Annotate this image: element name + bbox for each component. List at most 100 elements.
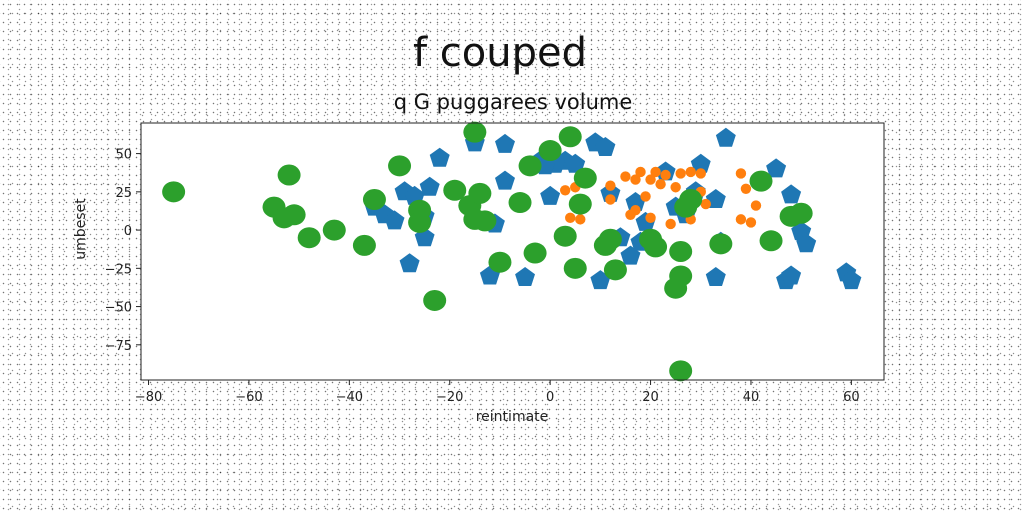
data-point-small-circle [735, 168, 747, 179]
data-point-small-circle [650, 166, 661, 178]
data-point-small-circle [620, 171, 631, 182]
data-point-small-circle [750, 200, 762, 211]
data-point-small-circle [675, 168, 686, 179]
data-point-pentagon [495, 133, 515, 153]
y-tick-label: −25 [105, 262, 132, 277]
data-point-large-circle [789, 202, 813, 224]
data-point-small-circle [660, 169, 671, 181]
y-axis-label: umbeset [73, 198, 89, 260]
x-tick-label: 40 [743, 390, 760, 405]
data-point-pentagon [565, 153, 586, 173]
data-point-small-circle [745, 217, 757, 228]
plot-frame [140, 122, 885, 381]
data-point-pentagon [796, 233, 817, 253]
data-point-large-circle [573, 167, 597, 189]
y-tick-label: −75 [105, 339, 132, 354]
data-point-pentagon [429, 147, 450, 167]
data-point-small-circle [560, 185, 571, 196]
data-point-small-circle [665, 218, 676, 230]
data-point-large-circle [443, 179, 467, 201]
x-tick-label: 60 [843, 390, 860, 405]
data-point-large-circle [749, 170, 773, 192]
data-point-small-circle [565, 212, 576, 224]
data-point-large-circle [538, 140, 562, 162]
data-point-small-circle [630, 174, 641, 185]
data-point-pentagon [595, 137, 616, 156]
plot-area [141, 123, 884, 380]
data-point-large-circle [523, 242, 547, 264]
data-point-small-circle [740, 183, 752, 194]
data-point-pentagon [600, 182, 621, 202]
data-point-large-circle [603, 259, 627, 281]
data-point-pentagon [841, 270, 862, 290]
data-point-pentagon [705, 267, 726, 286]
data-point-large-circle [282, 204, 306, 226]
data-point-pentagon [540, 185, 561, 205]
axis-ticks: −80 −60 −40 −20 0 20 40 60 −75 −50 −25 0 25 50 [105, 148, 860, 405]
data-point-pentagon [781, 265, 802, 285]
data-point-large-circle [563, 257, 587, 279]
data-point-pentagon [766, 158, 787, 178]
data-point-large-circle [558, 126, 582, 148]
data-point-large-circle [759, 230, 783, 252]
data-point-large-circle [488, 251, 512, 273]
data-point-large-circle [162, 181, 186, 203]
data-points [162, 121, 862, 382]
data-point-large-circle [423, 289, 447, 311]
data-point-small-circle [645, 212, 656, 224]
data-point-pentagon [399, 253, 420, 273]
data-point-large-circle [568, 193, 592, 215]
x-tick-label: −60 [235, 390, 262, 405]
data-point-large-circle [277, 164, 301, 186]
data-point-large-circle [669, 360, 693, 382]
data-point-small-circle [575, 214, 586, 225]
data-point-large-circle [598, 228, 622, 250]
y-tick-label: 50 [115, 148, 132, 163]
data-point-large-circle [473, 210, 497, 232]
data-point-small-circle [670, 182, 681, 193]
data-point-large-circle [518, 155, 542, 177]
data-point-large-circle [553, 225, 577, 247]
data-point-large-circle [352, 234, 376, 256]
data-point-pentagon [384, 210, 405, 230]
y-tick-label: −50 [105, 301, 132, 316]
data-point-large-circle [679, 188, 703, 210]
data-point-large-circle [362, 188, 386, 210]
data-point-small-circle [635, 166, 646, 178]
data-point-large-circle [408, 211, 432, 233]
data-point-pentagon [781, 184, 802, 204]
data-point-large-circle [388, 155, 412, 177]
data-point-small-circle [605, 180, 616, 191]
x-tick-label: −20 [436, 390, 463, 405]
data-point-pentagon [515, 267, 535, 286]
data-point-small-circle [695, 168, 706, 179]
data-point-small-circle [685, 166, 696, 178]
data-point-small-circle [655, 178, 666, 190]
data-point-pentagon [495, 170, 515, 190]
data-point-large-circle [322, 219, 346, 241]
data-point-large-circle [669, 241, 693, 262]
data-point-small-circle [625, 209, 636, 220]
data-point-large-circle [709, 233, 733, 255]
chart-title: f couped [413, 30, 587, 76]
chart-subtitle: q G puggarees volume [394, 90, 633, 114]
data-point-pentagon [715, 127, 736, 147]
data-point-small-circle [645, 174, 656, 185]
data-point-large-circle [508, 192, 532, 214]
series-2 [162, 121, 813, 382]
data-point-large-circle [644, 236, 668, 258]
data-point-pentagon [419, 176, 440, 196]
data-point-small-circle [640, 191, 651, 202]
data-point-pentagon [620, 245, 641, 265]
x-tick-label: −80 [135, 390, 162, 405]
data-point-small-circle [700, 198, 711, 210]
data-point-pentagon [690, 153, 711, 173]
x-tick-label: −40 [336, 390, 363, 405]
x-axis-label: reintimate [476, 409, 549, 425]
y-tick-label: 25 [115, 186, 132, 201]
data-point-large-circle [297, 227, 321, 249]
data-point-small-circle [735, 214, 747, 225]
data-point-large-circle [468, 182, 492, 204]
data-point-small-circle [605, 194, 616, 205]
